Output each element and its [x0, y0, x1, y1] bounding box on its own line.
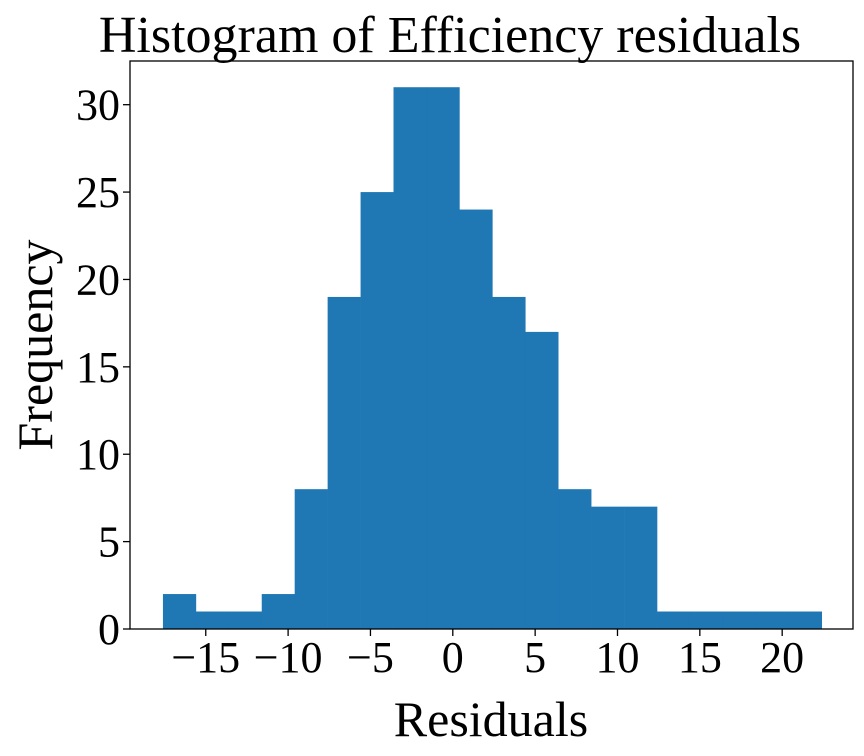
x-tick-label: 0: [442, 633, 464, 682]
histogram-bar: [788, 611, 823, 629]
histogram-bar: [722, 611, 757, 629]
x-tick-label: −10: [254, 633, 323, 682]
y-tick-label: 30: [76, 81, 120, 130]
x-tick-label: −15: [171, 633, 240, 682]
histogram-bar: [360, 192, 394, 629]
histogram-bar: [558, 489, 592, 629]
histogram-bar: [525, 331, 559, 629]
bars-group: [162, 87, 823, 630]
x-tick-label: 10: [595, 633, 639, 682]
histogram-bar: [459, 209, 493, 630]
histogram-bar: [195, 611, 230, 629]
y-tick-label: 25: [76, 168, 120, 217]
y-axis-ticks: 0 5 10 15 20 25 30: [76, 81, 130, 654]
histogram-bar: [228, 611, 263, 629]
x-tick-label: 5: [524, 633, 546, 682]
x-tick-label: −5: [347, 633, 394, 682]
x-tick-label: 15: [678, 633, 722, 682]
histogram-bar: [426, 87, 460, 630]
histogram-bar: [657, 611, 691, 629]
histogram-bar: [162, 594, 197, 629]
y-tick-label: 10: [76, 430, 120, 479]
y-axis-label: Frequency: [7, 239, 63, 450]
x-tick-label: 20: [760, 633, 804, 682]
histogram-bar: [294, 489, 328, 629]
histogram-bar: [689, 611, 724, 629]
y-tick-label: 0: [98, 605, 120, 654]
y-tick-label: 15: [76, 343, 120, 392]
histogram-bar: [591, 506, 625, 629]
histogram-bar: [261, 594, 295, 629]
plot-frame: [129, 60, 854, 630]
histogram-bar: [492, 296, 526, 629]
y-tick-label: 5: [98, 518, 120, 567]
histogram-bar: [327, 296, 361, 629]
x-axis-ticks: −15 −10 −5 0 5 10 15 20: [171, 629, 804, 682]
x-axis-label: Residuals: [394, 691, 588, 747]
y-tick-label: 20: [76, 255, 120, 304]
histogram-bar: [755, 611, 790, 629]
histogram-bar: [393, 87, 427, 630]
chart-title: Histogram of Efficiency residuals: [99, 7, 801, 64]
histogram-bar: [624, 506, 658, 629]
